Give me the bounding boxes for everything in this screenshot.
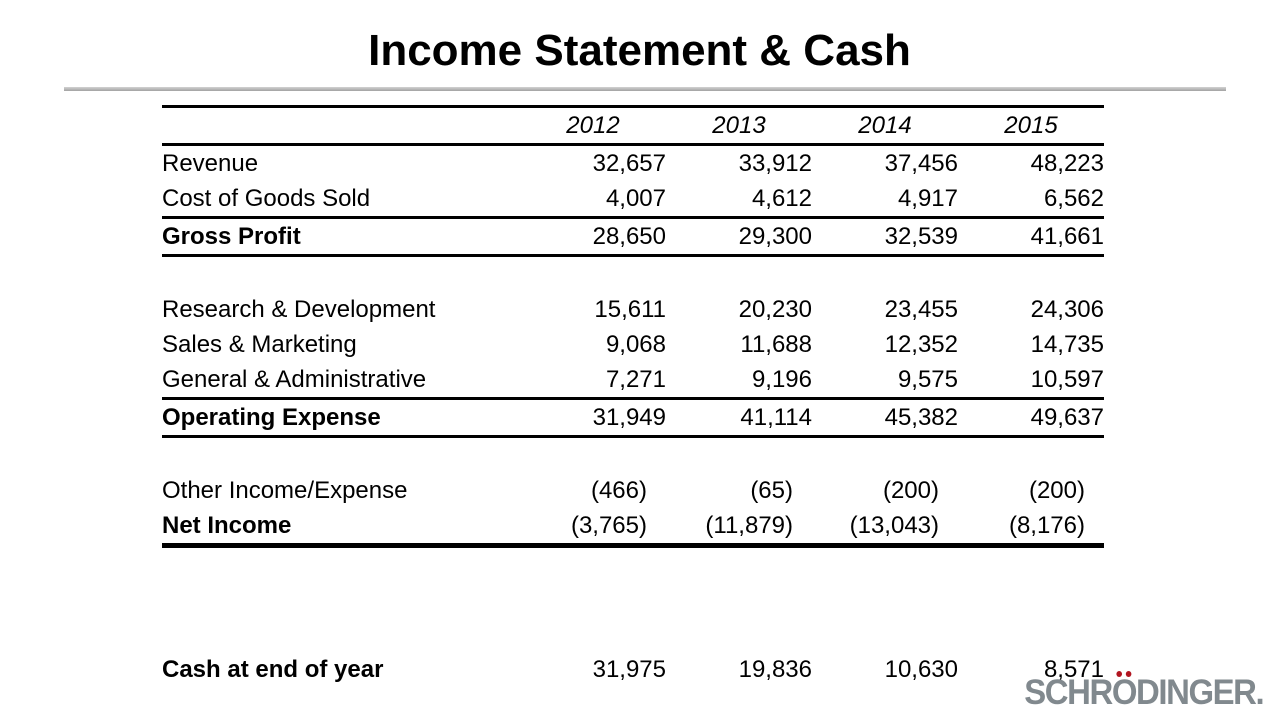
row-label: Sales & Marketing <box>162 330 357 358</box>
table-row-general-admin: General & Administrative 7,271 9,196 9,5… <box>162 362 1104 399</box>
logo-text-part1: SCHR <box>1023 672 1113 712</box>
cell-value: 31,975 <box>592 656 666 683</box>
cell-value: (200) <box>1028 476 1085 504</box>
cell-value: 4,917 <box>897 184 958 212</box>
table-row-revenue: Revenue 32,657 33,912 37,456 48,223 <box>162 145 1104 182</box>
cell-value: (8,176) <box>958 508 1104 548</box>
cell-value: 12,352 <box>884 330 958 358</box>
cell-value: 9,068 <box>605 330 666 358</box>
spacer-cell <box>162 437 1104 474</box>
row-label: Net Income <box>162 508 520 548</box>
row-label: General & Administrative <box>162 365 427 393</box>
logo-letter-o: O <box>1111 672 1138 712</box>
cell-value: 41,661 <box>958 216 1104 257</box>
spacer-row <box>162 437 1104 474</box>
row-label: Cash at end of year <box>162 656 384 683</box>
cell-value: 37,456 <box>884 149 958 177</box>
cell-value: 31,949 <box>520 397 666 438</box>
table-row-other-income-expense: Other Income/Expense (466) (65) (200) (2… <box>162 473 1104 508</box>
row-label: Gross Profit <box>162 216 520 257</box>
year-header: 2012 <box>520 105 666 146</box>
cell-value: 23,455 <box>884 295 958 323</box>
cell-value: 10,630 <box>884 656 958 683</box>
cell-value: 4,612 <box>751 184 812 212</box>
cell-value: 11,688 <box>740 330 812 358</box>
cell-value: 32,539 <box>812 216 958 257</box>
spacer-cell <box>162 256 1104 293</box>
cell-value: 49,637 <box>958 397 1104 438</box>
schrodinger-logo: SCHRO DINGER. <box>1023 670 1265 713</box>
cell-value: 8,571 <box>1043 656 1104 683</box>
table-row-rnd: Research & Development 15,611 20,230 23,… <box>162 292 1104 327</box>
cell-value: 7,271 <box>605 365 666 393</box>
cell-value: 9,196 <box>751 365 812 393</box>
cell-value: (3,765) <box>520 508 666 548</box>
cell-value: 41,114 <box>666 397 812 438</box>
cell-value: 28,650 <box>520 216 666 257</box>
row-label: Operating Expense <box>162 397 520 438</box>
row-label: Revenue <box>162 149 259 177</box>
cell-value: 45,382 <box>812 397 958 438</box>
cell-value: 9,575 <box>897 365 958 393</box>
page-title: Income Statement & Cash <box>368 26 911 75</box>
spacer-row <box>162 546 1104 653</box>
table-row-net-income: Net Income (3,765) (11,879) (13,043) (8,… <box>162 508 1104 548</box>
umlaut-dot <box>1125 670 1132 677</box>
cell-value: (11,879) <box>666 508 812 548</box>
cell-value: 24,306 <box>1030 295 1104 323</box>
year-header: 2015 <box>958 105 1104 146</box>
cell-value: (200) <box>882 476 939 504</box>
logo-o-with-umlaut: O <box>1111 670 1138 713</box>
spacer-row <box>162 256 1104 293</box>
cell-value: 19,836 <box>738 656 812 683</box>
cell-value: 4,007 <box>605 184 666 212</box>
table-row-sales-marketing: Sales & Marketing 9,068 11,688 12,352 14… <box>162 327 1104 362</box>
cell-value: 10,597 <box>1030 365 1104 393</box>
cell-value: (466) <box>590 476 647 504</box>
logo-text-part2: DINGER. <box>1135 672 1265 712</box>
year-header: 2013 <box>666 105 812 146</box>
row-label: Research & Development <box>162 295 436 323</box>
income-statement-table: 2012 2013 2014 2015 Revenue 32,657 33,91… <box>162 105 1104 688</box>
cell-value: 29,300 <box>666 216 812 257</box>
cell-value: 15,611 <box>594 295 666 323</box>
table-row-cogs: Cost of Goods Sold 4,007 4,612 4,917 6,5… <box>162 181 1104 218</box>
cell-value: 48,223 <box>1030 149 1104 177</box>
table-row-cash-end-of-year: Cash at end of year 31,975 19,836 10,630… <box>162 652 1104 688</box>
row-label: Other Income/Expense <box>162 476 408 504</box>
table-header-row: 2012 2013 2014 2015 <box>162 105 1104 146</box>
table-row-gross-profit: Gross Profit 28,650 29,300 32,539 41,661 <box>162 216 1104 257</box>
cell-value: (65) <box>750 476 793 504</box>
umlaut-dots-icon <box>1116 670 1132 677</box>
cell-value: 14,735 <box>1030 330 1104 358</box>
cell-value: 32,657 <box>592 149 666 177</box>
year-header: 2014 <box>812 105 958 146</box>
cell-value: 33,912 <box>738 149 812 177</box>
cell-value: (13,043) <box>812 508 958 548</box>
cell-value: 6,562 <box>1043 184 1104 212</box>
title-divider <box>64 87 1226 91</box>
cell-value: 20,230 <box>738 295 812 323</box>
table-row-operating-expense: Operating Expense 31,949 41,114 45,382 4… <box>162 397 1104 438</box>
umlaut-dot <box>1116 670 1122 677</box>
spacer-cell <box>162 546 1104 653</box>
row-label: Cost of Goods Sold <box>162 184 371 212</box>
header-empty-cell <box>162 105 520 146</box>
